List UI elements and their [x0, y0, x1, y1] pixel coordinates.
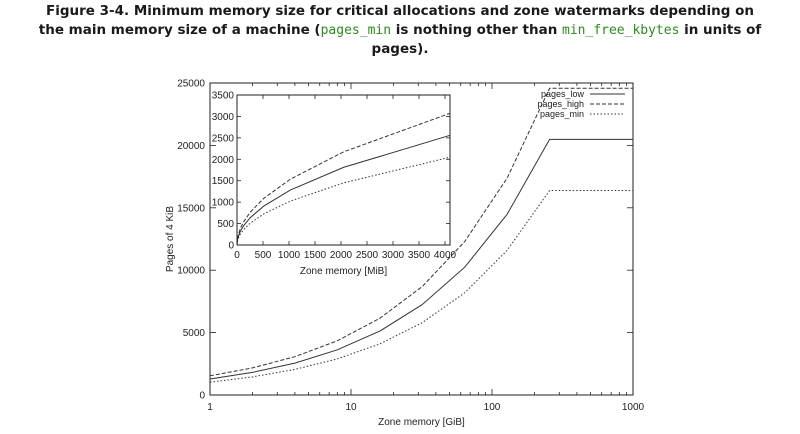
main-y-tick-label: 0 [199, 391, 205, 402]
inset-plot-frame [236, 94, 451, 246]
inset-series-pages-low [236, 134, 451, 246]
main-plot-frame [209, 82, 634, 396]
inset-x-tick-label: 2500 [356, 250, 379, 261]
inset-x-tick-label: 3500 [408, 250, 431, 261]
inset-y-tick-label: 500 [217, 219, 234, 230]
main-x-tick-label: 1 [207, 402, 213, 413]
legend-label-pages-low: pages_low [541, 89, 585, 99]
figure-caption: Figure 3-4. Minimum memory size for crit… [0, 2, 800, 59]
inset-y-tick-label: 2000 [212, 155, 235, 166]
inset-background [233, 93, 455, 250]
main-y-tick-label: 20000 [177, 141, 205, 152]
main-y-tick-label: 25000 [177, 79, 205, 90]
inset-x-tick-label: 2000 [330, 250, 353, 261]
caption-text-a: the main memory size of a machine ( [38, 22, 321, 38]
inset-x-axis-label: Zone memory [MiB] [300, 266, 387, 277]
caption-text-b: is nothing other than [391, 22, 563, 38]
main-y-tick-label: 10000 [177, 266, 205, 277]
inset-series-pages-min [236, 156, 451, 246]
caption-line-3: pages). [371, 41, 429, 57]
inset-x-tick-label: 1500 [304, 250, 327, 261]
inset-x-tick-label: 0 [234, 250, 240, 261]
caption-line-1: Figure 3-4. Minimum memory size for crit… [46, 3, 754, 19]
inset-x-tick-label: 500 [255, 250, 272, 261]
main-y-axis-label: Pages of 4 KiB [165, 206, 176, 272]
code-pages-min: pages_min [320, 23, 392, 38]
inset-y-tick-label: 0 [228, 241, 234, 252]
inset-y-tick-label: 3500 [212, 91, 235, 102]
caption-line-2: the main memory size of a machine (pages… [0, 21, 800, 40]
inset-y-tick-label: 1500 [212, 176, 235, 187]
main-x-axis-label: Zone memory [GiB] [378, 417, 465, 428]
main-x-tick-label: 100 [484, 402, 501, 413]
main-series-pages-high [209, 87, 633, 377]
inset-y-tick-label: 1000 [212, 198, 235, 209]
main-y-tick-label: 5000 [183, 328, 206, 339]
caption-text-c: in units of [679, 22, 762, 38]
inset-y-tick-label: 3000 [212, 112, 235, 123]
inset-x-tick-label: 4000 [434, 250, 457, 261]
inset-x-tick-label: 1000 [278, 250, 301, 261]
legend-label-pages-high: pages_high [537, 99, 584, 109]
main-y-tick-label: 15000 [177, 203, 205, 214]
main-x-tick-label: 10 [345, 402, 357, 413]
code-min-free-kbytes: min_free_kbytes [562, 23, 680, 38]
inset-x-tick-label: 3000 [382, 250, 405, 261]
main-plot-layer: 1 10 100 10000500010000150002000025000Zone … [165, 79, 645, 429]
inset-plot-layer: 0 500 1000 1500 2000 2500 3000 3500 400005001000… [212, 91, 457, 278]
inset-series-pages-high [236, 112, 451, 246]
main-x-tick-label: 1000 [622, 402, 645, 413]
main-series-pages-low [209, 138, 633, 380]
legend-label-pages-min: pages_min [540, 109, 584, 119]
inset-y-tick-label: 2500 [212, 133, 235, 144]
